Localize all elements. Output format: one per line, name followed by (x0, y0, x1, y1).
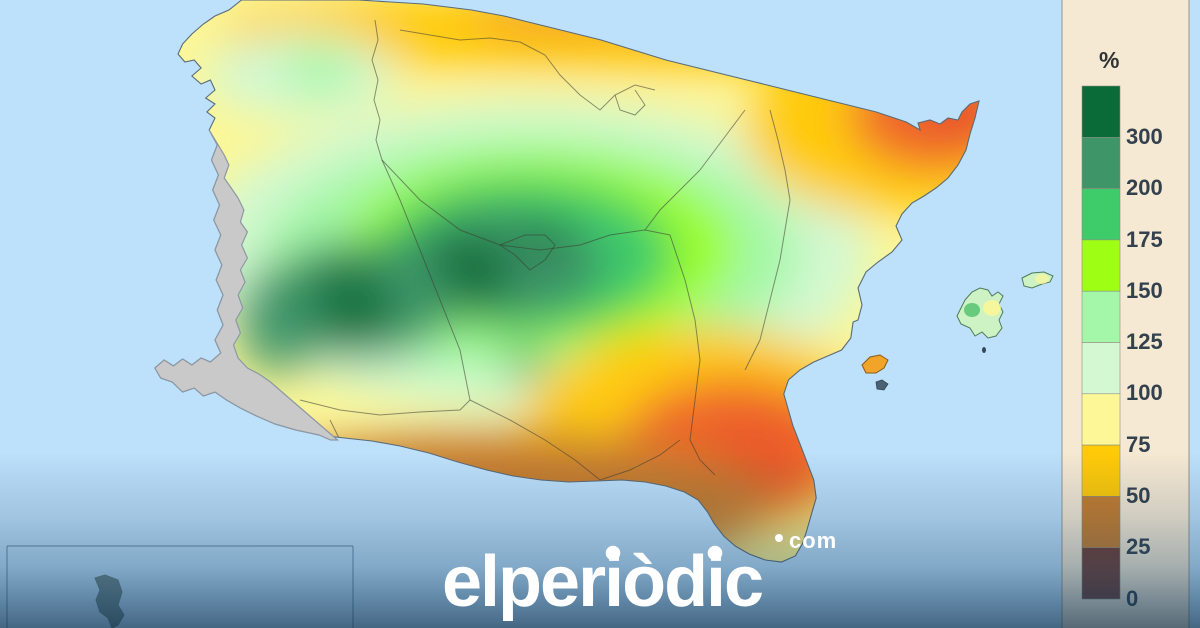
svg-text:com: com (789, 528, 837, 553)
